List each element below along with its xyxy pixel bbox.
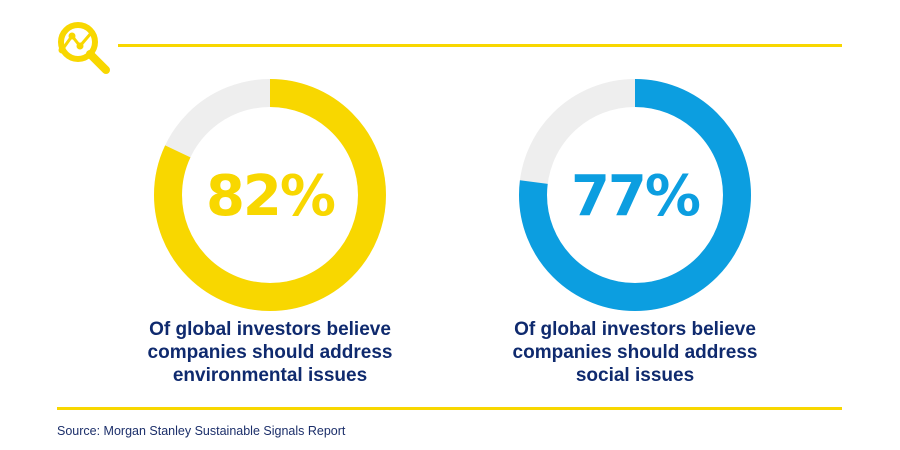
donut-percentage: 77%: [571, 164, 700, 229]
donut-value-arc: [154, 79, 386, 311]
caption-line: social issues: [575, 365, 695, 386]
caption-environmental: Of global investors believe companies sh…: [90, 318, 450, 387]
caption-line: Of global investors believe: [149, 319, 391, 340]
search-analytics-icon: [50, 12, 120, 82]
bottom-divider: [57, 407, 842, 410]
top-divider: [118, 44, 842, 47]
donut-value-arc: [519, 79, 751, 311]
caption-line: Of global investors believe: [514, 319, 756, 340]
caption-social: Of global investors believe companies sh…: [455, 318, 815, 387]
donut-svg-environmental: 82%: [154, 79, 386, 311]
donut-chart-social: 77%: [515, 75, 755, 315]
donut-svg-social: 77%: [519, 79, 751, 311]
donut-chart-environmental: 82%: [150, 75, 390, 315]
caption-line: companies should address: [512, 342, 758, 363]
caption-line: companies should address: [147, 342, 393, 363]
source-note: Source: Morgan Stanley Sustainable Signa…: [57, 424, 346, 438]
donut-percentage: 82%: [206, 164, 335, 229]
caption-line: environmental issues: [172, 365, 368, 386]
